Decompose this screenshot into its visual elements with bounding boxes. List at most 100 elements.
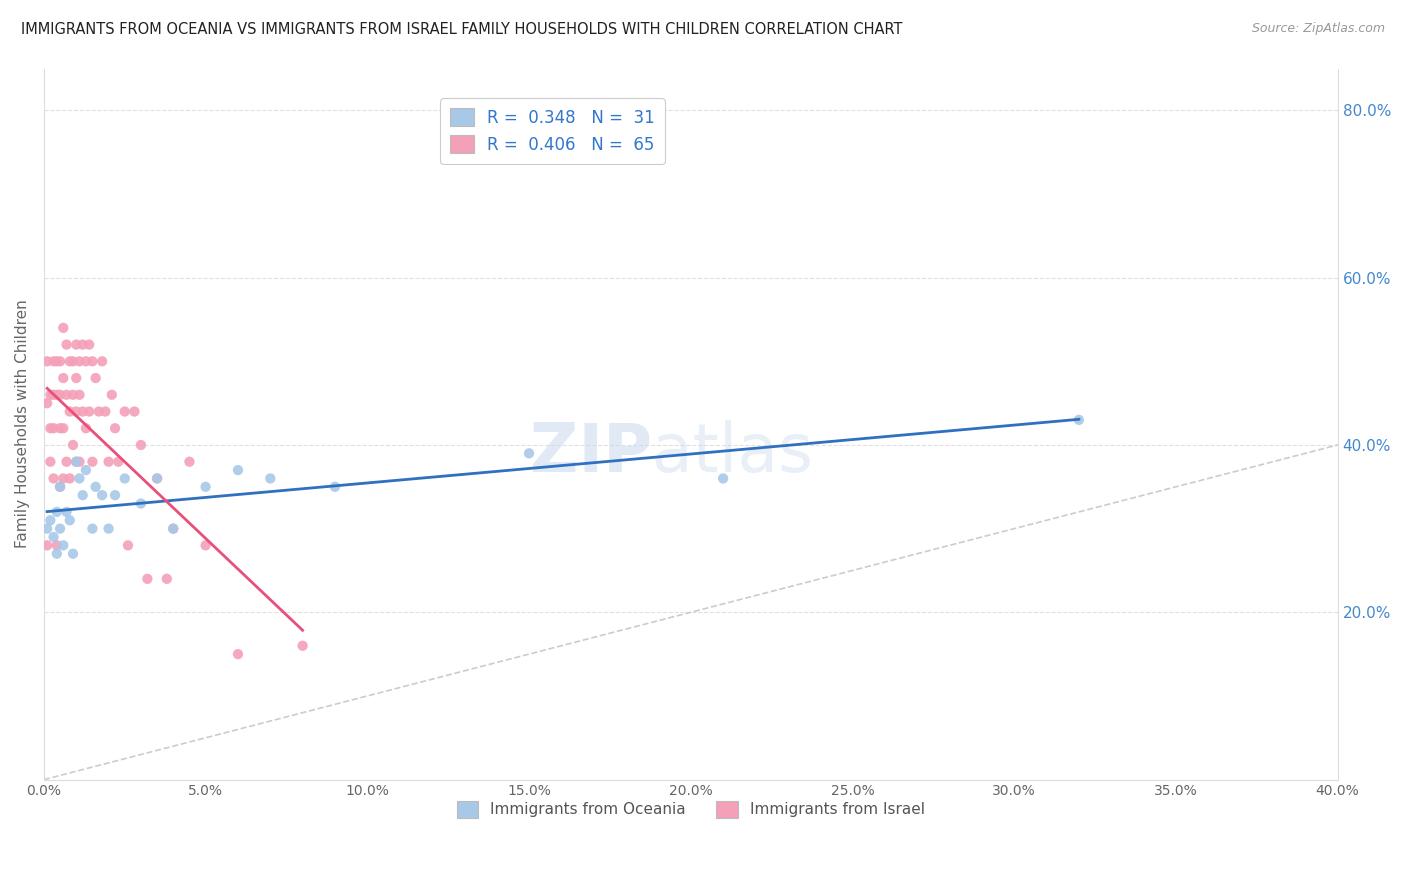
Point — [49, 388, 72, 402]
Point — [52, 471, 75, 485]
Point — [59, 513, 82, 527]
Point — [45, 547, 67, 561]
Point — [39, 421, 62, 435]
Point — [129, 438, 152, 452]
Point — [75, 463, 97, 477]
Point — [517, 446, 540, 460]
Point — [1067, 413, 1090, 427]
Point — [59, 471, 82, 485]
Point — [72, 337, 94, 351]
Point — [82, 522, 104, 536]
Point — [107, 455, 129, 469]
Point — [69, 354, 91, 368]
Point — [39, 513, 62, 527]
Point — [162, 522, 184, 536]
Point — [65, 404, 87, 418]
Text: atlas: atlas — [652, 419, 813, 485]
Point — [194, 480, 217, 494]
Point — [55, 455, 77, 469]
Point — [84, 480, 107, 494]
Point — [52, 538, 75, 552]
Point — [49, 522, 72, 536]
Point — [323, 480, 346, 494]
Point — [75, 354, 97, 368]
Point — [259, 471, 281, 485]
Point — [49, 480, 72, 494]
Point — [42, 421, 65, 435]
Point — [146, 471, 169, 485]
Point — [39, 455, 62, 469]
Point — [72, 404, 94, 418]
Point — [75, 421, 97, 435]
Point — [37, 396, 59, 410]
Point — [49, 354, 72, 368]
Point — [91, 488, 114, 502]
Point — [194, 538, 217, 552]
Point — [84, 371, 107, 385]
Point — [226, 463, 249, 477]
Point — [62, 388, 84, 402]
Point — [45, 388, 67, 402]
Point — [62, 438, 84, 452]
Point — [45, 538, 67, 552]
Point — [162, 522, 184, 536]
Point — [52, 421, 75, 435]
Point — [59, 404, 82, 418]
Text: IMMIGRANTS FROM OCEANIA VS IMMIGRANTS FROM ISRAEL FAMILY HOUSEHOLDS WITH CHILDRE: IMMIGRANTS FROM OCEANIA VS IMMIGRANTS FR… — [21, 22, 903, 37]
Point — [65, 337, 87, 351]
Point — [42, 388, 65, 402]
Point — [37, 522, 59, 536]
Point — [69, 471, 91, 485]
Point — [97, 522, 120, 536]
Point — [87, 404, 110, 418]
Point — [146, 471, 169, 485]
Point — [117, 538, 139, 552]
Point — [179, 455, 201, 469]
Point — [65, 455, 87, 469]
Point — [49, 421, 72, 435]
Point — [97, 455, 120, 469]
Point — [65, 371, 87, 385]
Point — [45, 505, 67, 519]
Point — [77, 404, 100, 418]
Text: ZIP: ZIP — [530, 419, 652, 485]
Point — [91, 354, 114, 368]
Point — [59, 354, 82, 368]
Point — [156, 572, 179, 586]
Point — [291, 639, 314, 653]
Y-axis label: Family Households with Children: Family Households with Children — [15, 300, 30, 549]
Point — [52, 321, 75, 335]
Point — [37, 538, 59, 552]
Point — [711, 471, 734, 485]
Point — [82, 354, 104, 368]
Point — [72, 488, 94, 502]
Point — [104, 488, 127, 502]
Point — [77, 337, 100, 351]
Legend: Immigrants from Oceania, Immigrants from Israel: Immigrants from Oceania, Immigrants from… — [449, 793, 932, 825]
Point — [52, 371, 75, 385]
Point — [62, 354, 84, 368]
Point — [55, 337, 77, 351]
Point — [42, 354, 65, 368]
Text: Source: ZipAtlas.com: Source: ZipAtlas.com — [1251, 22, 1385, 36]
Point — [69, 455, 91, 469]
Point — [114, 471, 136, 485]
Point — [37, 354, 59, 368]
Point — [129, 497, 152, 511]
Point — [94, 404, 117, 418]
Point — [42, 471, 65, 485]
Point — [69, 388, 91, 402]
Point — [82, 455, 104, 469]
Point — [226, 647, 249, 661]
Point — [45, 354, 67, 368]
Point — [65, 455, 87, 469]
Point — [39, 388, 62, 402]
Point — [114, 404, 136, 418]
Point — [124, 404, 146, 418]
Point — [49, 480, 72, 494]
Point — [104, 421, 127, 435]
Point — [101, 388, 124, 402]
Point — [42, 530, 65, 544]
Point — [62, 547, 84, 561]
Point — [55, 388, 77, 402]
